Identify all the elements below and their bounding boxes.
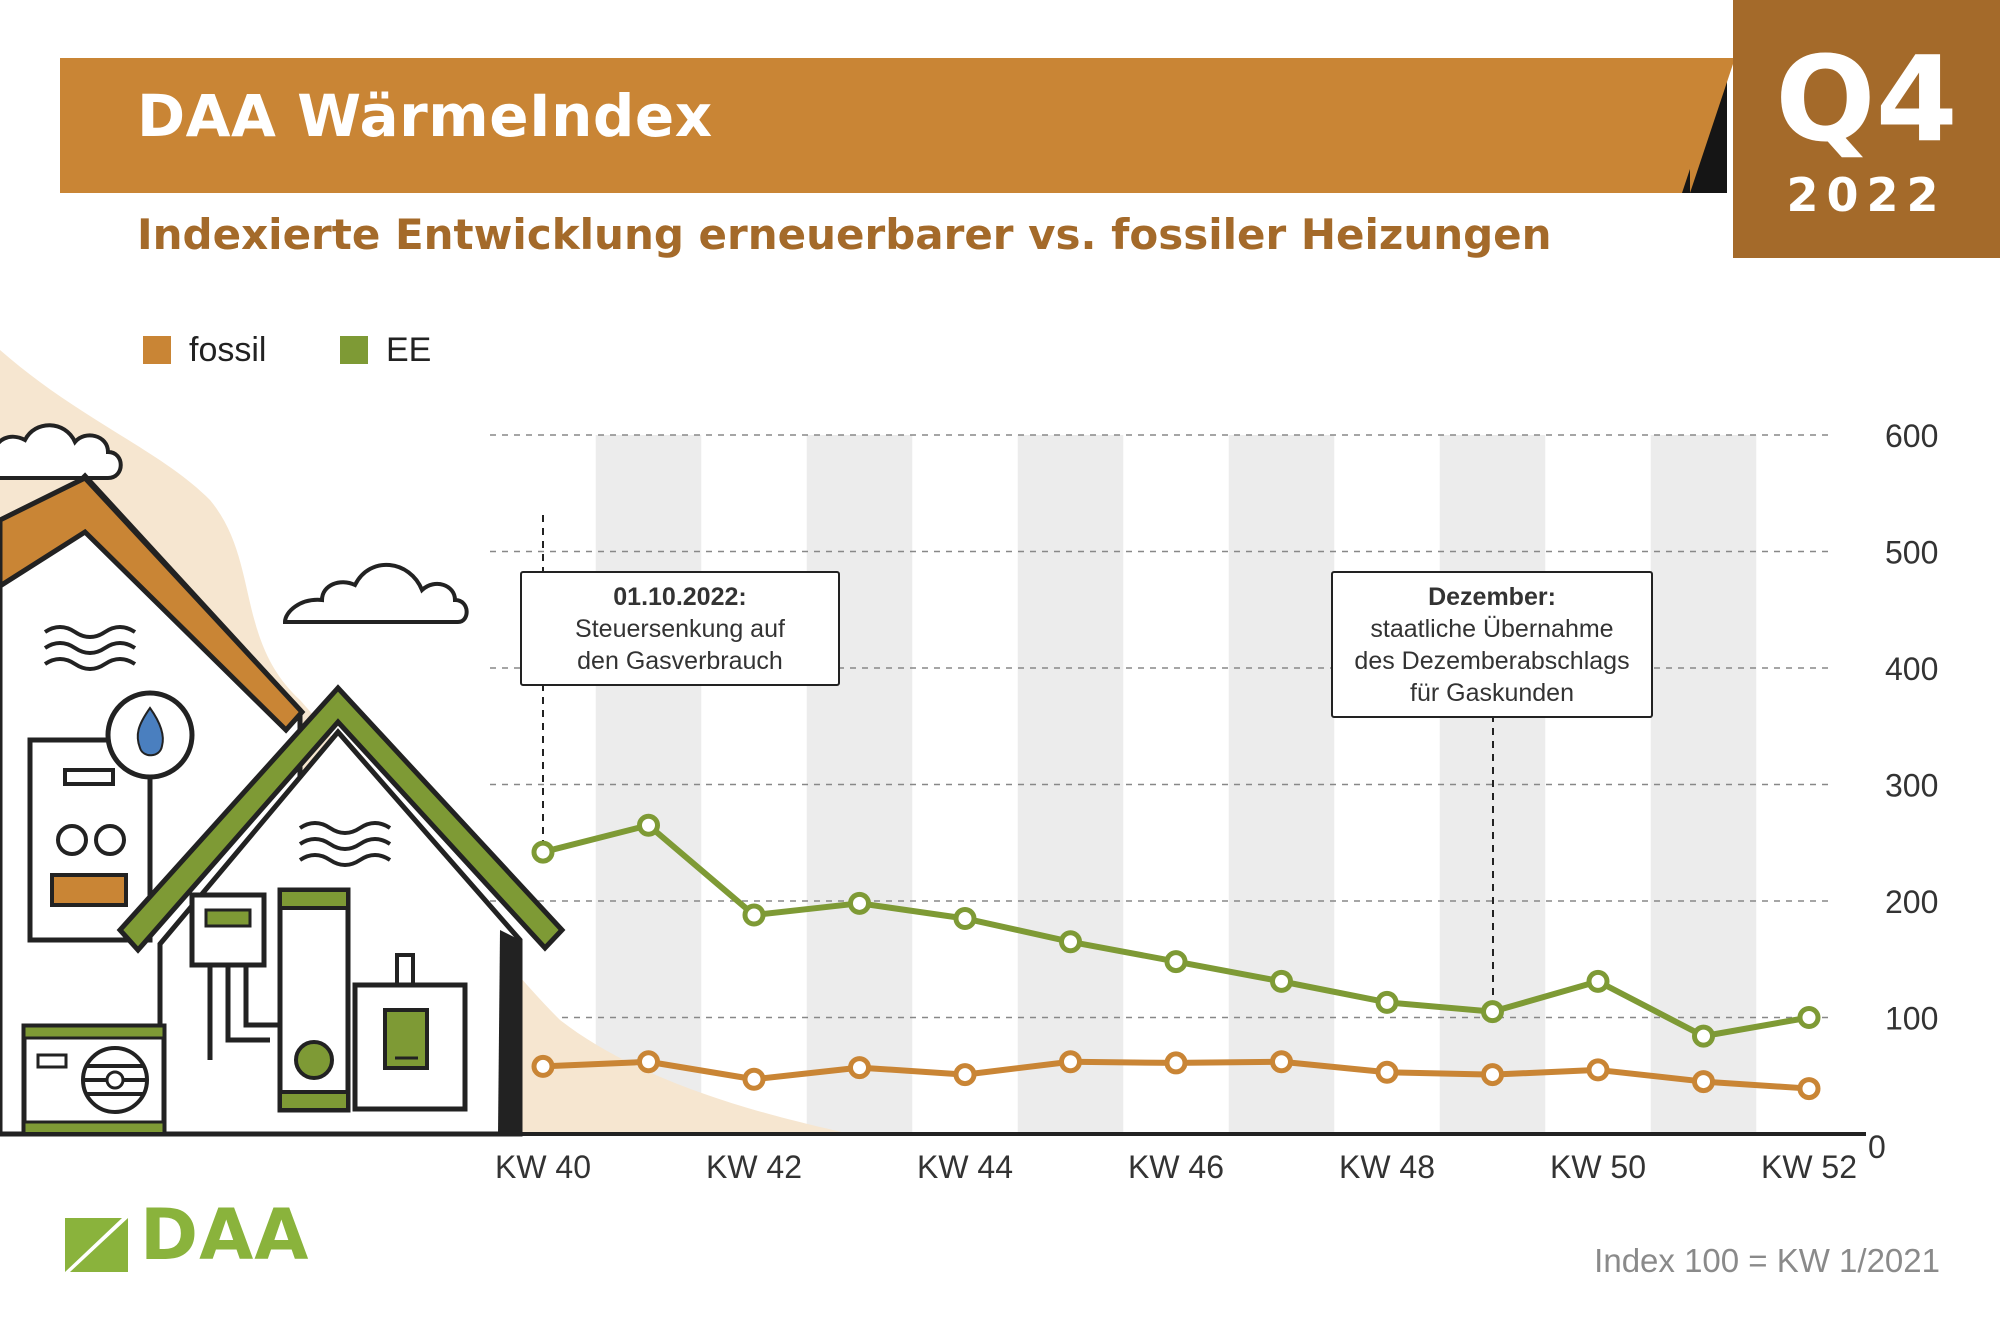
x-tick-label: KW 44 — [917, 1149, 1013, 1185]
data-point-fossil — [1692, 1070, 1715, 1094]
legend-label-ee: EE — [386, 330, 432, 369]
annotation-line: staatliche Übernahme — [1370, 615, 1614, 643]
data-point-ee — [1797, 1006, 1821, 1029]
data-point-fossil — [531, 1054, 555, 1078]
data-point-ee — [1692, 1024, 1715, 1048]
house-renewable-illustration — [116, 684, 566, 1137]
data-point-ee — [953, 906, 977, 930]
data-point-ee — [1164, 950, 1188, 974]
data-point-ee — [848, 891, 871, 915]
data-point-ee — [742, 903, 766, 927]
data-point-fossil — [1481, 1063, 1504, 1087]
y-tick-label: 400 — [1885, 651, 1938, 687]
y-tick-label: 200 — [1885, 884, 1938, 920]
annotation-tax-cut: 01.10.2022: Steuersenkung auf den Gasver… — [520, 571, 840, 686]
daa-logo-mark — [65, 1218, 128, 1272]
page-title: DAA WärmeIndex — [137, 82, 713, 150]
data-point-fossil — [1797, 1077, 1821, 1101]
quarter-badge: Q4 2022 — [1733, 0, 2000, 258]
data-point-fossil — [742, 1067, 766, 1091]
annotation-line: Steuersenkung auf — [575, 615, 785, 643]
y-tick-label: 500 — [1885, 535, 1938, 571]
annotation-line: für Gaskunden — [1410, 679, 1574, 707]
annotation-december: Dezember: staatliche Übernahme des Dezem… — [1331, 571, 1653, 718]
series-points — [531, 813, 1821, 1101]
legend-label-fossil: fossil — [189, 330, 267, 369]
cloud-icon — [0, 423, 123, 480]
x-tick-label: KW 48 — [1339, 1149, 1435, 1185]
y-tick-label: 0 — [1868, 1129, 1886, 1165]
column-band — [806, 435, 913, 1134]
badge-year: 2022 — [1786, 168, 1947, 222]
x-tick-label: KW 40 — [495, 1149, 591, 1185]
data-point-ee — [1586, 969, 1610, 993]
y-tick-label: 100 — [1885, 1001, 1938, 1037]
data-point-fossil — [1270, 1050, 1293, 1074]
data-point-fossil — [1586, 1058, 1610, 1082]
data-point-ee — [531, 840, 555, 864]
data-point-fossil — [637, 1050, 660, 1074]
data-point-ee — [637, 813, 660, 837]
data-point-ee — [1270, 969, 1293, 993]
data-point-ee — [1481, 1000, 1504, 1024]
y-tick-label: 600 — [1885, 418, 1938, 454]
data-point-fossil — [953, 1063, 977, 1087]
x-tick-label: KW 46 — [1128, 1149, 1224, 1185]
chart-subtitle: Indexierte Entwicklung erneuerbarer vs. … — [137, 210, 1552, 259]
legend-item-ee: EE — [340, 330, 431, 370]
x-tick-label: KW 42 — [706, 1149, 802, 1185]
annotation-line: den Gasverbrauch — [577, 647, 783, 675]
logo-text: DAA — [140, 1194, 310, 1276]
data-point-ee — [1375, 990, 1399, 1014]
badge-quarter: Q4 — [1775, 30, 1958, 168]
y-tick-label: 300 — [1885, 768, 1938, 804]
data-point-fossil — [1164, 1051, 1188, 1075]
annotation-heading: 01.10.2022: — [613, 583, 747, 611]
series-line-ee — [542, 822, 1810, 1040]
x-tick-label: KW 52 — [1761, 1149, 1857, 1185]
data-point-fossil — [1375, 1060, 1399, 1084]
legend-swatch-ee — [340, 336, 368, 364]
annotation-line: des Dezemberabschlags — [1354, 647, 1630, 675]
x-axis-ticks: KW 40 KW 42 KW 44 KW 46 KW 48 KW 50 KW 52 — [495, 1149, 1857, 1185]
data-point-fossil — [1059, 1050, 1082, 1074]
cloud-icon — [282, 562, 469, 624]
heat-pump-illustration — [21, 1023, 167, 1136]
x-tick-label: KW 50 — [1550, 1149, 1646, 1185]
flame-icon — [105, 690, 195, 780]
title-banner — [60, 58, 1710, 193]
annotation-heading: Dezember: — [1428, 583, 1556, 611]
y-axis-ticks: 0 100 200 300 400 500 600 — [1868, 418, 1938, 1165]
legend-swatch-fossil — [143, 336, 171, 364]
banner-slant — [1690, 58, 1735, 193]
data-point-fossil — [848, 1056, 871, 1080]
data-point-ee — [1059, 930, 1082, 954]
index-note: Index 100 = KW 1/2021 — [1594, 1242, 1940, 1279]
legend-item-fossil: fossil — [143, 330, 266, 370]
